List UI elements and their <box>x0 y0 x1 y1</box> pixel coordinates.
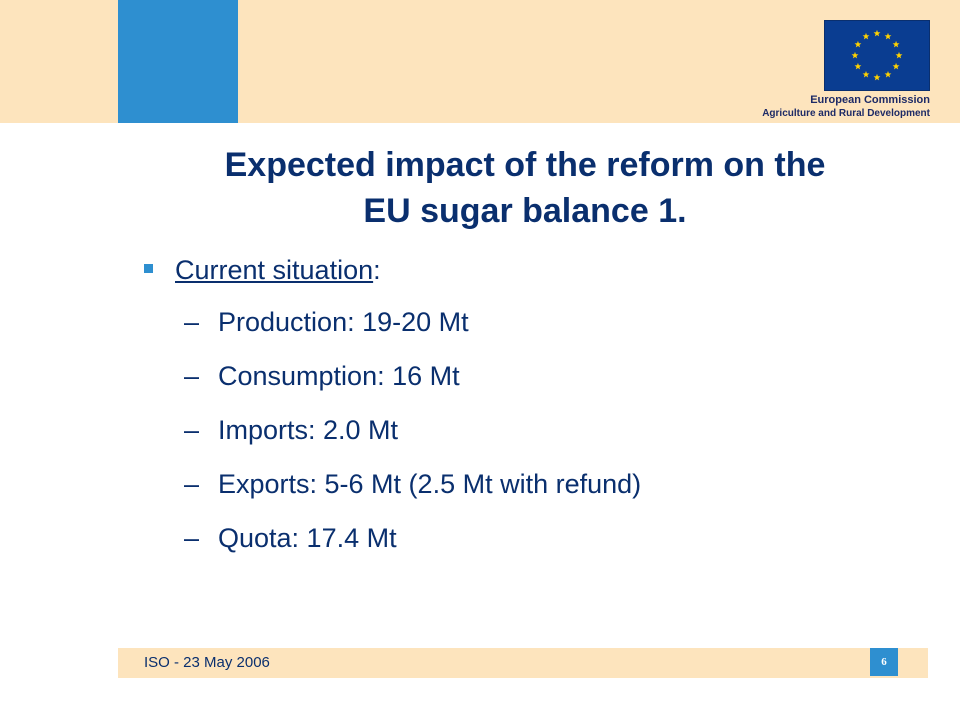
eu-commission-logo-text: European Commission Agriculture and Rura… <box>758 94 930 120</box>
slide-title: Expected impact of the reform on the EU … <box>130 142 920 234</box>
dash-marker: – <box>184 361 200 391</box>
flag-star-icon <box>862 70 870 78</box>
list-item: – Production: 19-20 Mt <box>184 304 641 358</box>
page-number: 6 <box>870 648 898 676</box>
flag-star-icon <box>884 32 892 40</box>
square-bullet-icon <box>144 264 153 274</box>
logo-line-1: European Commission <box>810 94 930 106</box>
header-accent-block <box>118 0 238 123</box>
list-item: – Exports: 5-6 Mt (2.5 Mt with refund) <box>184 466 641 520</box>
flag-star-icon <box>884 70 892 78</box>
list-item-text: Production: 19-20 Mt <box>218 307 469 337</box>
list-item-text: Quota: 17.4 Mt <box>218 523 397 553</box>
logo-line-2: Agriculture and Rural Development <box>762 108 930 119</box>
sub-item-list: – Production: 19-20 Mt – Consumption: 16 M… <box>184 304 641 574</box>
list-item-text: Consumption: 16 Mt <box>218 361 460 391</box>
dash-marker: – <box>184 307 200 337</box>
list-item-text: Exports: 5-6 Mt (2.5 Mt with refund) <box>218 469 642 499</box>
flag-star-icon <box>862 32 870 40</box>
bullet-label: Current situation <box>175 255 374 285</box>
dash-marker: – <box>184 523 200 553</box>
eu-flag-icon <box>824 20 930 91</box>
flag-star-icon <box>892 62 900 70</box>
list-item: – Consumption: 16 Mt <box>184 358 641 412</box>
slide-title-line-2: EU sugar balance 1. <box>363 192 687 230</box>
list-item: – Imports: 2.0 Mt <box>184 412 641 466</box>
dash-marker: – <box>184 469 200 499</box>
flag-star-icon <box>854 62 862 70</box>
flag-star-icon <box>873 73 881 81</box>
footer-band <box>118 648 928 678</box>
flag-star-icon <box>892 40 900 48</box>
flag-star-icon <box>851 51 859 59</box>
eu-flag-stars <box>851 29 903 81</box>
slide-title-line-1: Expected impact of the reform on the <box>224 146 826 184</box>
bullet-current-situation: Current situation: <box>144 252 381 288</box>
flag-star-icon <box>854 40 862 48</box>
bullet-suffix: : <box>373 255 381 285</box>
list-item: – Quota: 17.4 Mt <box>184 520 641 574</box>
list-item-text: Imports: 2.0 Mt <box>218 415 399 445</box>
flag-star-icon <box>873 29 881 37</box>
footer-text: ISO - 23 May 2006 <box>144 654 270 671</box>
dash-marker: – <box>184 415 200 445</box>
flag-star-icon <box>895 51 903 59</box>
